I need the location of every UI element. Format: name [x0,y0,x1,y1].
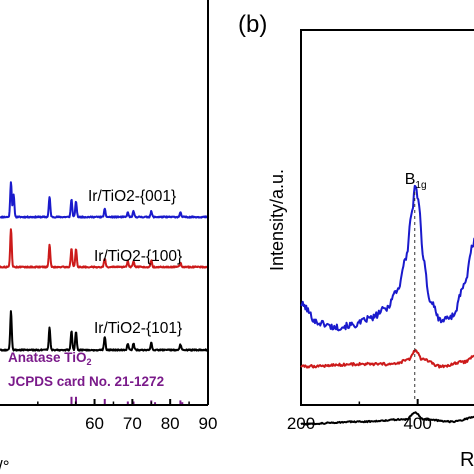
a-tick-label-70: 70 [123,414,142,433]
b-tick-label-400: 400 [403,414,431,433]
panel-b-raman: (b) B1g 200 400 Intensity/a.u. R [238,11,474,471]
reference-label-jcpds: JCPDS card No. 21-1272 [8,374,164,389]
b-tick-label-200: 200 [287,414,315,433]
raman-trace-2 [300,411,474,426]
a-tick-label-60: 60 [85,414,104,433]
panel-b-frame [300,29,474,406]
raman-trace-0 [300,184,474,332]
panel-b-x-label-fragment: R [460,449,474,471]
series-label-100: Ir/TiO2-{100} [94,248,182,265]
a-tick-label-80: 80 [161,414,180,433]
xrd-trace-0 [0,181,209,219]
a-tick-label-90: 90 [199,414,218,433]
panel-b-y-label: Intensity/a.u. [267,169,287,271]
reference-label-anatase: Anatase TiO2 [8,350,92,367]
xrd-trace-2 [0,310,209,352]
b1g-annotation: B1g [405,171,427,191]
panel-a-xrd: 60 70 80 90 Ir/TiO2-{001} Ir/TiO2-{100} Ir/… [0,0,217,474]
series-label-101: Ir/TiO2-{101} [94,320,182,337]
series-label-001: Ir/TiO2-{001} [88,188,176,205]
raman-trace-1 [300,349,474,369]
xrd-trace-1 [0,228,209,269]
panel-b-label: (b) [238,11,267,38]
panel-a-x-label-fragment: /° [0,457,10,474]
